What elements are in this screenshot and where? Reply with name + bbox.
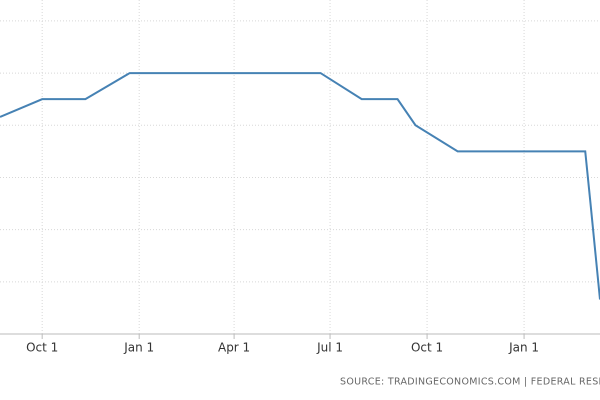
x-tick-label: Oct 1 [26,341,58,355]
x-tick-label: Jul 1 [316,341,343,355]
source: SOURCE: TRADINGECONOMICS.COM | FEDERAL R… [340,377,600,388]
x-tick-label: Apr 1 [218,341,250,355]
x-tick-label: Oct 1 [411,341,443,355]
x-tick-label: Jan 1 [508,341,539,355]
series-line [0,72,600,300]
x-tick-label: Jan 1 [123,341,154,355]
